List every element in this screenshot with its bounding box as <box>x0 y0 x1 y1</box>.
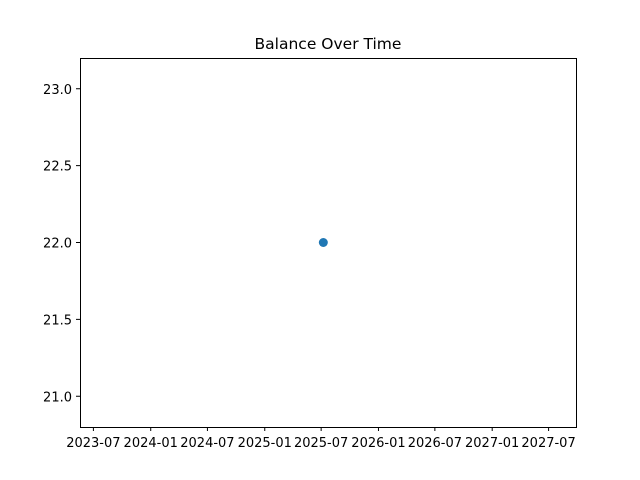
y-tick-label: 21.0 <box>43 390 72 405</box>
y-tick-label: 23.0 <box>43 83 72 98</box>
data-point <box>318 238 328 247</box>
x-tick-label: 2025-01 <box>238 436 292 451</box>
x-tick-label: 2024-01 <box>124 436 178 451</box>
x-tick-label: 2027-07 <box>521 436 575 451</box>
plot-area <box>80 58 577 428</box>
x-tick-label: 2026-01 <box>351 436 405 451</box>
data-points <box>318 238 328 247</box>
y-tick-label: 21.5 <box>43 313 72 328</box>
y-tick-label: 22.5 <box>43 160 72 175</box>
x-tick-label: 2024-07 <box>180 436 234 451</box>
x-tick-label: 2023-07 <box>66 436 120 451</box>
x-tick-label: 2027-01 <box>465 436 519 451</box>
x-tick-label: 2026-07 <box>408 436 462 451</box>
chart-title: Balance Over Time <box>255 35 402 53</box>
y-tick-label: 22.0 <box>43 237 72 252</box>
x-tick-label: 2025-07 <box>294 436 348 451</box>
y-axis: 21.0 21.5 22.0 22.5 23.0 <box>43 83 80 405</box>
x-axis: 2023-07 2024-01 2024-07 2025-01 2025-07 2026-… <box>66 427 576 451</box>
